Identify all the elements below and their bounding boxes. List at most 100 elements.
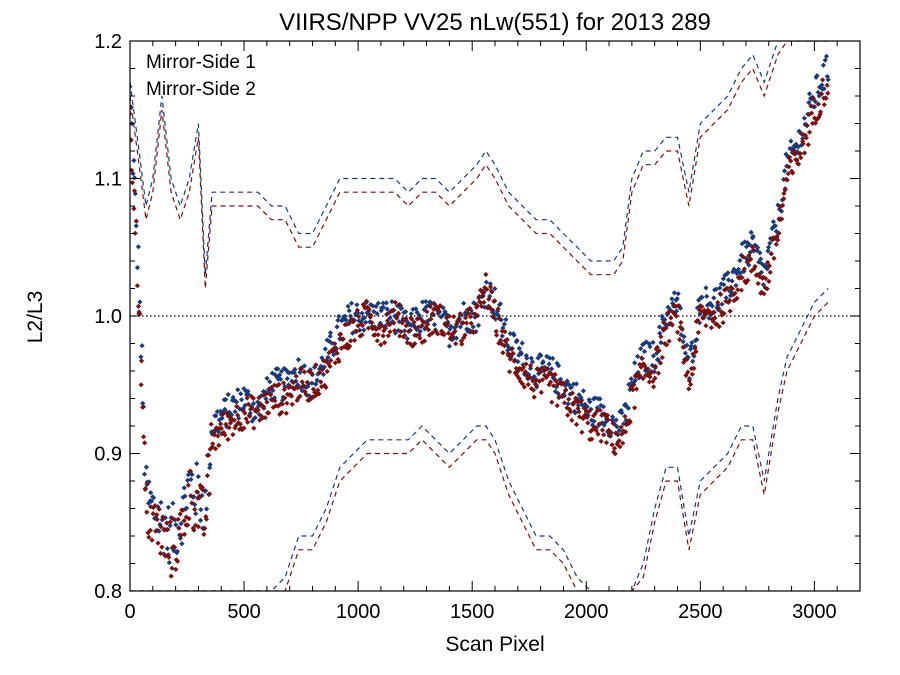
mirror-side-2-point — [245, 401, 251, 407]
mirror-side-2-point — [200, 487, 206, 493]
mirror-side-1-point — [143, 464, 149, 470]
mirror-side-2-point — [589, 427, 595, 433]
mirror-side-2-point — [775, 237, 781, 243]
mirror-side-2-point — [574, 399, 580, 405]
mirror-side-1-point — [295, 382, 301, 388]
mirror-side-1-point — [759, 261, 765, 267]
mirror-side-1-point — [267, 379, 273, 385]
mirror-side-1-point — [671, 290, 677, 296]
mirror-side-2-point — [232, 425, 238, 431]
mirror-side-1-point — [180, 494, 186, 500]
mirror-side-2-point — [683, 372, 689, 378]
mirror-side-2-point — [716, 324, 722, 330]
x-tick-label: 3000 — [792, 601, 837, 623]
mirror-side-1-point — [404, 336, 410, 342]
mirror-side-1-point — [138, 354, 144, 360]
mirror-side-1-point — [453, 335, 460, 341]
mirror-side-1-point — [682, 350, 688, 356]
mirror-side-1-point — [674, 296, 680, 302]
legend-entry-mirror-side-1: Mirror-Side 1 — [146, 52, 256, 73]
mirror-side-2-point — [537, 369, 544, 375]
mirror-side-1-point — [721, 282, 727, 288]
mirror-side-2-point — [284, 400, 290, 406]
mirror-side-2-point — [516, 375, 522, 381]
mirror-side-1-point — [387, 315, 393, 321]
mirror-side-2-point — [759, 289, 765, 295]
mirror-side-2-point — [359, 332, 365, 338]
mirror-side-2-point — [322, 382, 328, 388]
mirror-side-2-point — [354, 307, 360, 313]
mirror-side-1-point — [214, 409, 220, 415]
mirror-side-2-point — [539, 377, 546, 383]
mirror-side-2-point — [593, 428, 599, 434]
mirror-side-2-point — [609, 442, 615, 448]
mirror-side-2-point — [630, 387, 636, 393]
mirror-side-2-point — [397, 333, 403, 339]
mirror-side-1-point — [521, 371, 527, 377]
mirror-side-2-point — [147, 527, 153, 533]
mirror-side-2-point — [798, 155, 804, 161]
mirror-side-1-point — [730, 269, 736, 275]
mirror-side-2-point — [353, 328, 360, 334]
mirror-side-2-point — [568, 409, 574, 415]
mirror-side-2-point — [657, 360, 663, 366]
mirror-side-1-point — [547, 355, 553, 361]
mirror-side-2-point — [688, 366, 695, 372]
mirror-side-2-point — [268, 384, 274, 391]
mirror-side-2-point — [374, 338, 380, 344]
mirror-side-2-point — [368, 312, 374, 318]
mirror-side-2-point — [297, 393, 303, 399]
mirror-side-1-point — [678, 332, 684, 338]
mirror-side-1-point — [403, 309, 409, 315]
mirror-side-1-point — [354, 302, 360, 308]
mirror-side-2-point — [161, 527, 167, 533]
mirror-side-1-point — [131, 175, 138, 181]
mirror-side-2-point — [187, 468, 194, 474]
mirror-side-1-point — [681, 334, 687, 340]
mirror-side-2-point — [211, 429, 217, 435]
mirror-side-2-point — [465, 307, 471, 313]
mirror-side-2-point — [235, 412, 241, 418]
mirror-side-2-point — [619, 431, 625, 437]
mirror-side-2-point — [501, 343, 507, 349]
mirror-side-1-point — [260, 415, 266, 421]
mirror-side-2-point — [773, 241, 779, 248]
mirror-side-1-point — [461, 300, 467, 306]
mirror-side-1-point — [225, 391, 231, 398]
mirror-side-1-point — [733, 282, 739, 289]
mirror-side-1-point — [722, 272, 728, 278]
mirror-side-2-point — [210, 441, 216, 447]
mirror-side-1-point — [544, 353, 550, 359]
mirror-side-1-point — [757, 250, 763, 256]
mirror-side-1-point — [732, 268, 738, 274]
mirror-side-2-point — [445, 321, 451, 327]
legend: Mirror-Side 1 Mirror-Side 2 — [146, 52, 256, 100]
mirror-side-2-point — [651, 384, 657, 390]
mirror-side-2-point — [208, 421, 214, 427]
mirror-side-2-point — [131, 206, 137, 212]
mirror-side-2-point — [741, 266, 747, 272]
mirror-side-1-point — [165, 504, 171, 510]
mirror-side-1-point — [615, 432, 621, 438]
mirror-side-1-point — [755, 245, 761, 251]
mirror-side-1-point — [431, 322, 438, 328]
mirror-side-1-point — [503, 316, 509, 323]
mirror-side-1-point — [305, 383, 311, 389]
mirror-side-2-point — [586, 408, 592, 414]
mirror-side-1-point — [137, 299, 143, 305]
mirror-side-1-point — [697, 311, 703, 317]
mirror-side-2-point — [767, 269, 773, 275]
mirror-side-2-point — [225, 436, 231, 443]
mirror-side-1-point — [501, 321, 507, 327]
mirror-side-2-point — [293, 373, 299, 379]
mirror-side-2-point — [569, 417, 575, 423]
mirror-side-2-point — [186, 516, 192, 522]
mirror-side-2-point — [523, 361, 529, 367]
mirror-side-1-point — [706, 315, 712, 321]
mirror-side-1-point — [536, 371, 542, 377]
mirror-side-1-point — [718, 281, 724, 287]
mirror-side-2-point — [392, 328, 398, 334]
mirror-side-1-point — [694, 337, 700, 343]
mirror-side-2-point — [152, 503, 158, 509]
mirror-side-1-point — [772, 223, 778, 229]
